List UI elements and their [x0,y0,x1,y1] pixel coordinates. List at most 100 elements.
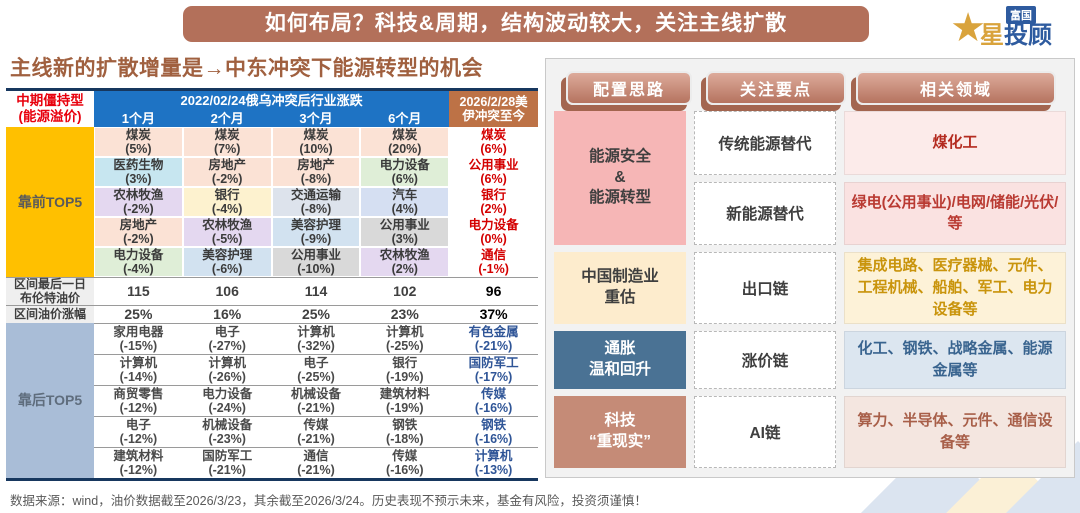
bottom-cell: 传媒 (-16%) [360,447,450,478]
top5-label: 靠前TOP5 [6,127,94,277]
allocation-row: 能源安全 & 能源转型 传统能源替代 煤化工 新能源替代 绿电(公用事业)/电网/储能/… [554,111,1066,245]
related-area-box: 算力、半导体、元件、通信设备等 [844,396,1066,468]
top-cell: 房地产 (-8%) [271,157,361,187]
theme-box: 能源安全 & 能源转型 [554,111,686,245]
bottom-cell: 计算机 (-14%) [94,354,183,385]
month-header: 2个月 [182,111,272,127]
theme-box: 科技 “重现实” [554,396,686,468]
oil-change-value: 23% [360,305,450,323]
sub-row: AI链 算力、半导体、元件、通信设备等 [694,396,1066,468]
bottom5-label: 靠后TOP5 [6,323,94,478]
top-cell: 美容护理 (-9%) [271,217,361,247]
theme-box: 中国制造业 重估 [554,252,686,324]
corner-header: 中期僵持型 (能源溢价) [6,91,94,127]
sub-row: 传统能源替代 煤化工 [694,111,1066,175]
theme-subrows: 出口链 集成电路、医疗器械、元件、工程机械、船舶、军工、电力设备等 [694,252,1066,324]
industry-table: 中期僵持型 (能源溢价) 2022/02/24俄乌冲突后行业涨跌 2026/2/28… [6,91,538,478]
bottom-cell: 有色金属 (-21%) [449,323,538,354]
brand-logo: ★ 富国 星投顾 [950,6,1052,48]
oil-price-value: 102 [360,277,450,305]
top-cell: 煤炭 (10%) [271,127,361,157]
last-period-header: 2026/2/28美 伊冲突至今 [449,91,538,127]
header-focus-points: 关注要点 [706,71,846,105]
top-cell: 医药生物 (3%) [94,157,183,187]
top-cell: 电力设备 (6%) [360,157,450,187]
top-cell: 煤炭 (5%) [94,127,183,157]
related-area-box: 化工、钢铁、战略金属、能源金属等 [844,331,1066,389]
bottom-cell: 传媒 (-16%) [449,385,538,416]
related-area-box: 煤化工 [844,111,1066,175]
bottom-cell: 钢铁 (-16%) [449,416,538,447]
bottom-cell: 国防军工 (-21%) [182,447,272,478]
bottom-cell: 国防军工 (-17%) [449,354,538,385]
top-cell: 银行 (-4%) [182,187,272,217]
allocation-rows: 能源安全 & 能源转型 传统能源替代 煤化工 新能源替代 绿电(公用事业)/电网/储能/… [554,111,1066,468]
top-cell: 房地产 (-2%) [182,157,272,187]
bottom-cell: 电子 (-12%) [94,416,183,447]
oil-change-value: 25% [271,305,361,323]
allocation-row: 科技 “重现实” AI链 算力、半导体、元件、通信设备等 [554,396,1066,468]
bottom-cell: 计算机 (-26%) [182,354,272,385]
section-subtitle: 主线新的扩散增量是→中东冲突下能源转型的机会 [10,57,483,80]
month-header: 3个月 [271,111,361,127]
oil-change-value: 16% [182,305,272,323]
page-title: 如何布局？科技&周期，结构波动较大，关注主线扩散 [183,6,869,42]
header-allocation-idea: 配置思路 [566,71,692,105]
top-cell: 农林牧渔 (2%) [360,247,450,277]
bottom-cell: 计算机 (-25%) [360,323,450,354]
oil-price-value: 115 [94,277,183,305]
allocation-row: 通胀 温和回升 涨价链 化工、钢铁、战略金属、能源金属等 [554,331,1066,389]
bottom-cell: 电子 (-25%) [271,354,361,385]
top-cell: 电力设备 (0%) [449,217,538,247]
top-cell: 美容护理 (-6%) [182,247,272,277]
sub-row: 涨价链 化工、钢铁、战略金属、能源金属等 [694,331,1066,389]
top-cell: 通信 (-1%) [449,247,538,277]
bottom-cell: 电子 (-27%) [182,323,272,354]
star-icon: ★ [950,6,986,50]
top-cell: 煤炭 (20%) [360,127,450,157]
allocation-panel: 配置思路 关注要点 相关领域 能源安全 & 能源转型 传统能源替代 煤化工 新能源替代… [545,58,1075,478]
bottom-cell: 传媒 (-21%) [271,416,361,447]
focus-point-box: AI链 [694,396,836,468]
top-cell: 交通运输 (-8%) [271,187,361,217]
theme-subrows: 涨价链 化工、钢铁、战略金属、能源金属等 [694,331,1066,389]
bottom-cell: 通信 (-21%) [271,447,361,478]
top-cell: 煤炭 (6%) [449,127,538,157]
bottom-cell: 建筑材料 (-19%) [360,385,450,416]
sub-row: 新能源替代 绿电(公用事业)/电网/储能/光伏/等 [694,181,1066,245]
related-area-box: 集成电路、医疗器械、元件、工程机械、船舶、军工、电力设备等 [844,252,1066,324]
top-cell: 煤炭 (7%) [182,127,272,157]
bottom-cell: 钢铁 (-18%) [360,416,450,447]
top-cell: 农林牧渔 (-2%) [94,187,183,217]
top-cell: 电力设备 (-4%) [94,247,183,277]
month-header: 1个月 [94,111,183,127]
oil-change-value: 25% [94,305,183,323]
sub-row: 出口链 集成电路、医疗器械、元件、工程机械、船舶、军工、电力设备等 [694,252,1066,324]
bottom-cell: 计算机 (-13%) [449,447,538,478]
oil-price-value: 96 [449,277,538,305]
bottom-cell: 电力设备 (-24%) [182,385,272,416]
top-cell: 农林牧渔 (-5%) [182,217,272,247]
focus-point-box: 涨价链 [694,331,836,389]
focus-point-box: 新能源替代 [694,181,836,245]
brand-badge: 富国 [1006,6,1036,24]
bottom-cell: 银行 (-19%) [360,354,450,385]
top-cell: 公用事业 (-10%) [271,247,361,277]
oil-change-label: 区间油价涨幅 [6,305,94,323]
theme-box: 通胀 温和回升 [554,331,686,389]
header-related-areas: 相关领域 [856,71,1056,105]
oil-price-value: 114 [271,277,361,305]
top-cell: 公用事业 (6%) [449,157,538,187]
top-cell: 公用事业 (3%) [360,217,450,247]
focus-point-box: 传统能源替代 [694,111,836,175]
theme-subrows: AI链 算力、半导体、元件、通信设备等 [694,396,1066,468]
allocation-headers: 配置思路 关注要点 相关领域 [554,67,1066,111]
month-header: 6个月 [360,111,450,127]
bottom-cell: 机械设备 (-23%) [182,416,272,447]
oil-price-value: 106 [182,277,272,305]
data-source-note: 数据来源：wind，油价数据截至2026/3/23，其余截至2026/3/24。… [10,494,647,508]
oil-change-value: 37% [449,305,538,323]
bottom-cell: 计算机 (-32%) [271,323,361,354]
related-area-box: 绿电(公用事业)/电网/储能/光伏/等 [844,181,1066,245]
